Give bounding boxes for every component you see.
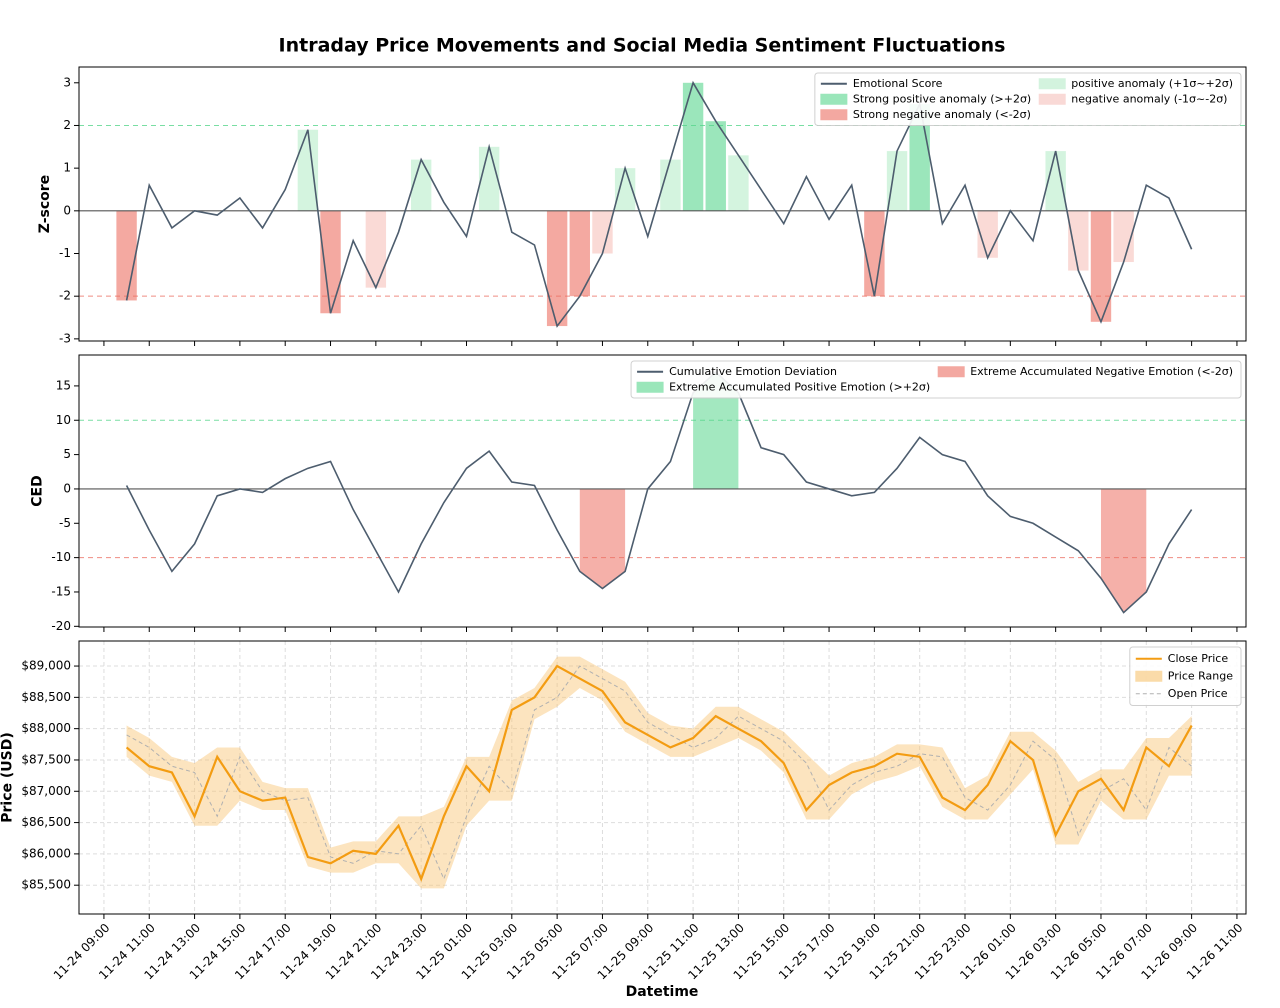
- anomaly-bar: [1068, 210, 1089, 271]
- anomaly-bar: [886, 151, 908, 211]
- anomaly-bar: [660, 159, 681, 211]
- legend-swatch: [1038, 78, 1066, 90]
- y-tick-label: -15: [51, 584, 71, 598]
- y-tick-label: $88,000: [21, 721, 71, 735]
- series-line: [125, 371, 1193, 614]
- legend-label: Strong positive anomaly (>+2σ): [853, 92, 1031, 105]
- anomaly-bar: [320, 210, 341, 314]
- y-tick-label: -20: [51, 619, 71, 633]
- y-axis-label: Z-score: [37, 175, 53, 233]
- legend: Emotional Score Strong positive anomaly (…: [814, 72, 1242, 126]
- y-tick-label: -5: [59, 516, 71, 530]
- legend-label: Extreme Accumulated Negative Emotion (<-…: [970, 365, 1233, 378]
- panel: -20 -15 -10 -5 0 5 10 15 CED Cumulative Emotion D…: [29, 354, 1247, 633]
- legend-swatch: [636, 381, 664, 393]
- anomaly-bar: [614, 168, 636, 211]
- legend-label: Emotional Score: [853, 77, 943, 90]
- legend-swatch: [937, 366, 965, 378]
- legend-label: positive anomaly (+1σ~+2σ): [1071, 77, 1233, 90]
- anomaly-bar: [297, 129, 319, 211]
- y-tick-label: $87,000: [21, 784, 71, 798]
- y-tick-label: 5: [63, 447, 71, 461]
- y-tick-label: -10: [51, 550, 71, 564]
- legend-swatch: [1135, 670, 1163, 682]
- series-line: [126, 665, 1192, 881]
- y-tick-label: -2: [59, 289, 71, 303]
- y-tick-label: 1: [63, 161, 71, 175]
- y-tick-label: $88,500: [21, 690, 71, 704]
- anomaly-bar: [1090, 210, 1112, 322]
- legend-label: Extreme Accumulated Positive Emotion (>+…: [669, 380, 930, 393]
- y-tick-label: $86,000: [21, 846, 71, 860]
- y-tick-label: $87,500: [21, 752, 71, 766]
- legend-label: Cumulative Emotion Deviation: [669, 365, 837, 378]
- y-tick-label: 0: [63, 481, 71, 495]
- y-tick-label: -3: [59, 331, 71, 345]
- y-tick-label: $86,500: [21, 815, 71, 829]
- anomaly-bar: [569, 210, 590, 297]
- anomaly-bar: [546, 210, 568, 327]
- price-range: [126, 656, 1192, 889]
- y-axis-label: Price (USD): [0, 732, 15, 823]
- legend-label: Price Range: [1168, 669, 1233, 682]
- panel: -3 -2 -1 0 1 2 3 Z-score Emotional Score Strong p…: [37, 66, 1247, 346]
- y-tick-label: 0: [63, 203, 71, 217]
- anomaly-area: [693, 372, 739, 489]
- legend-box: [1129, 646, 1242, 706]
- y-tick-label: 2: [63, 118, 71, 132]
- anomaly-bar: [116, 210, 137, 301]
- legend-label: Strong negative anomaly (<-2σ): [853, 108, 1031, 121]
- y-tick-label: 3: [63, 75, 71, 89]
- figure-title: Intraday Price Movements and Social Medi…: [279, 35, 1006, 57]
- legend-swatch: [820, 109, 848, 121]
- plot-frame: [78, 354, 1247, 628]
- y-tick-label: 15: [56, 378, 71, 392]
- y-tick-label: $85,500: [21, 878, 71, 892]
- anomaly-area: [579, 488, 626, 589]
- legend-box: [630, 360, 1242, 399]
- series-line: [125, 664, 1193, 882]
- plot-frame: [78, 66, 1247, 342]
- anomaly-bar: [705, 121, 726, 211]
- legend: Close Price Price Range Open Price: [1129, 646, 1242, 706]
- anomaly-bar: [1113, 210, 1134, 263]
- anomaly-area: [1100, 488, 1147, 613]
- plot-frame: [78, 640, 1247, 915]
- x-axis-label: Datetime: [626, 984, 699, 1000]
- anomaly-bar: [592, 210, 613, 254]
- legend-label: Close Price: [1168, 652, 1229, 665]
- plot-area: [79, 641, 1246, 914]
- y-tick-label: -1: [59, 246, 71, 260]
- legend-swatch: [1038, 93, 1066, 105]
- series-line: [125, 80, 1193, 328]
- plot-area: [79, 355, 1246, 627]
- legend-label: Open Price: [1168, 687, 1228, 700]
- anomaly-bar: [410, 159, 432, 211]
- anomaly-bar: [1045, 151, 1066, 211]
- anomaly-bar: [682, 82, 704, 211]
- anomaly-bar: [478, 146, 500, 211]
- legend-label: negative anomaly (-1σ~-2σ): [1071, 92, 1227, 105]
- legend: Cumulative Emotion Deviation Extreme Accu…: [630, 360, 1242, 399]
- legend-box: [814, 72, 1242, 126]
- legend-swatch: [820, 93, 848, 105]
- y-tick-label: $89,000: [21, 659, 71, 673]
- y-tick-label: 10: [56, 413, 71, 427]
- y-axis-label: CED: [29, 475, 45, 506]
- anomaly-bar: [365, 210, 387, 288]
- anomaly-bar: [728, 155, 749, 211]
